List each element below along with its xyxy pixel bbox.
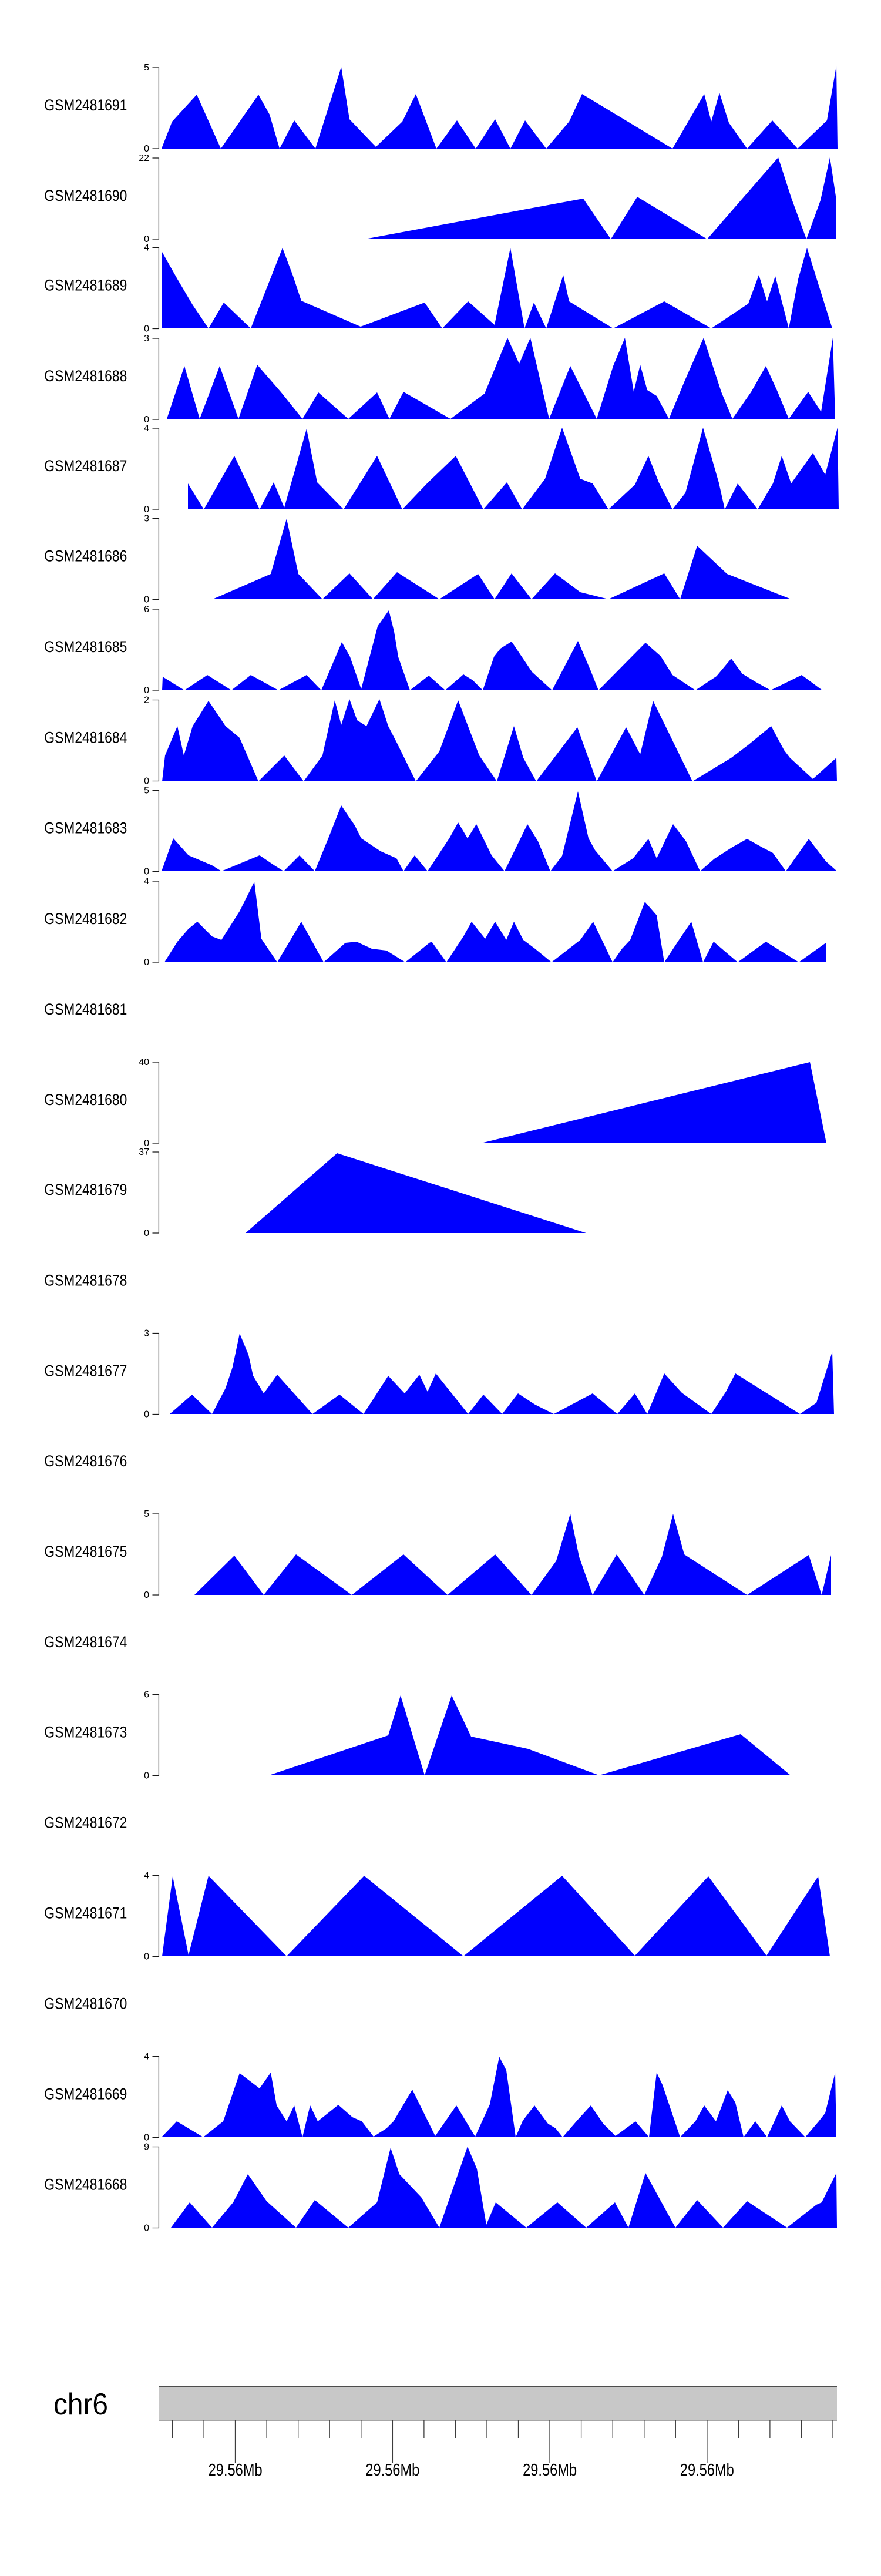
svg-text:5: 5 [144,786,149,796]
svg-text:GSM2481690: GSM2481690 [44,187,127,204]
svg-text:5: 5 [144,63,149,73]
svg-text:0: 0 [144,1228,149,1238]
svg-text:GSM2481687: GSM2481687 [44,457,127,475]
svg-text:0: 0 [144,415,149,425]
svg-text:0: 0 [144,1952,149,1962]
svg-text:6: 6 [144,1690,149,1700]
svg-text:0: 0 [144,1138,149,1148]
svg-text:3: 3 [144,514,149,524]
svg-text:GSM2481668: GSM2481668 [44,2176,127,2194]
svg-text:9: 9 [144,2142,149,2152]
svg-text:29.56Mb: 29.56Mb [523,2461,577,2480]
svg-text:0: 0 [144,1410,149,1420]
svg-text:22: 22 [139,153,149,163]
svg-text:GSM2481672: GSM2481672 [44,1814,127,1832]
svg-text:GSM2481688: GSM2481688 [44,367,127,385]
svg-text:4: 4 [144,243,149,253]
svg-text:2: 2 [144,696,149,706]
svg-text:40: 40 [139,1057,149,1067]
svg-text:0: 0 [144,686,149,696]
svg-text:GSM2481682: GSM2481682 [44,910,127,928]
svg-text:0: 0 [144,505,149,515]
svg-text:GSM2481674: GSM2481674 [44,1633,127,1651]
svg-text:GSM2481671: GSM2481671 [44,1905,127,1922]
svg-text:GSM2481686: GSM2481686 [44,548,127,565]
svg-text:0: 0 [144,2133,149,2143]
svg-text:3: 3 [144,1329,149,1339]
svg-text:0: 0 [144,234,149,244]
svg-text:GSM2481669: GSM2481669 [44,2085,127,2103]
svg-text:GSM2481676: GSM2481676 [44,1452,127,1470]
svg-text:0: 0 [144,958,149,968]
svg-text:GSM2481681: GSM2481681 [44,1000,127,1018]
svg-text:0: 0 [144,595,149,605]
svg-text:0: 0 [144,777,149,787]
svg-text:37: 37 [139,1147,149,1157]
svg-text:GSM2481670: GSM2481670 [44,1995,127,2013]
svg-text:29.56Mb: 29.56Mb [209,2461,263,2480]
svg-text:4: 4 [144,876,149,886]
svg-text:29.56Mb: 29.56Mb [680,2461,734,2480]
svg-text:GSM2481679: GSM2481679 [44,1181,127,1198]
svg-text:GSM2481684: GSM2481684 [44,729,127,747]
svg-text:0: 0 [144,144,149,154]
svg-text:6: 6 [144,604,149,614]
svg-text:0: 0 [144,1590,149,1600]
svg-text:GSM2481691: GSM2481691 [44,96,127,114]
svg-text:GSM2481677: GSM2481677 [44,1362,127,1380]
svg-text:GSM2481675: GSM2481675 [44,1543,127,1560]
svg-text:4: 4 [144,1871,149,1881]
svg-text:GSM2481673: GSM2481673 [44,1724,127,1741]
svg-text:0: 0 [144,2224,149,2234]
svg-text:GSM2481683: GSM2481683 [44,820,127,837]
svg-text:GSM2481689: GSM2481689 [44,277,127,294]
svg-text:GSM2481680: GSM2481680 [44,1091,127,1109]
svg-text:0: 0 [144,867,149,877]
svg-text:GSM2481678: GSM2481678 [44,1272,127,1289]
svg-text:3: 3 [144,334,149,344]
svg-text:4: 4 [144,424,149,434]
svg-text:chr6: chr6 [53,2387,108,2421]
svg-text:4: 4 [144,2052,149,2062]
svg-text:0: 0 [144,1771,149,1781]
svg-text:5: 5 [144,1509,149,1519]
svg-text:29.56Mb: 29.56Mb [365,2461,419,2480]
svg-text:0: 0 [144,324,149,334]
svg-text:GSM2481685: GSM2481685 [44,638,127,656]
